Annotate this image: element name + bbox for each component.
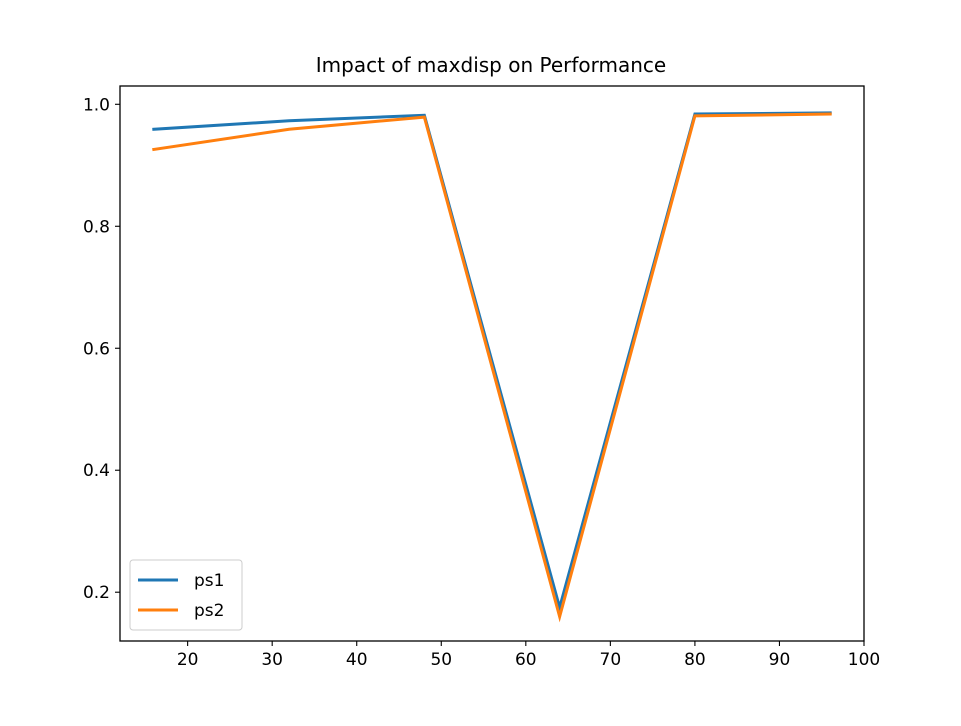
legend-box — [129, 559, 243, 631]
plot-area: 20 30 40 50 60 70 80 90 100 0.2 0.4 0.6 0.8 1.0 ps1 ps2 — [83, 85, 880, 670]
x-tick-label: 80 — [684, 650, 706, 670]
x-tick-label: 20 — [177, 650, 199, 670]
x-tick-label: 60 — [515, 650, 537, 670]
x-tick-label: 40 — [346, 650, 368, 670]
y-tick-label: 0.2 — [83, 583, 110, 603]
chart-title: Impact of maxdisp on Performance — [316, 53, 666, 77]
x-tick-label: 100 — [848, 650, 880, 670]
x-tick-label: 50 — [430, 650, 452, 670]
y-tick-label: 1.0 — [83, 95, 110, 115]
y-tick-label: 0.8 — [83, 217, 110, 237]
series-line-ps2 — [152, 112, 832, 623]
legend-label-ps2: ps2 — [194, 601, 224, 621]
y-tick-label: 0.6 — [83, 339, 110, 359]
axes-frame — [119, 85, 865, 642]
x-tick-label: 30 — [261, 650, 283, 670]
legend-label-ps1: ps1 — [194, 571, 224, 591]
y-tick-label: 0.4 — [83, 461, 110, 481]
x-tick-label: 90 — [769, 650, 791, 670]
x-tick-label: 70 — [600, 650, 622, 670]
